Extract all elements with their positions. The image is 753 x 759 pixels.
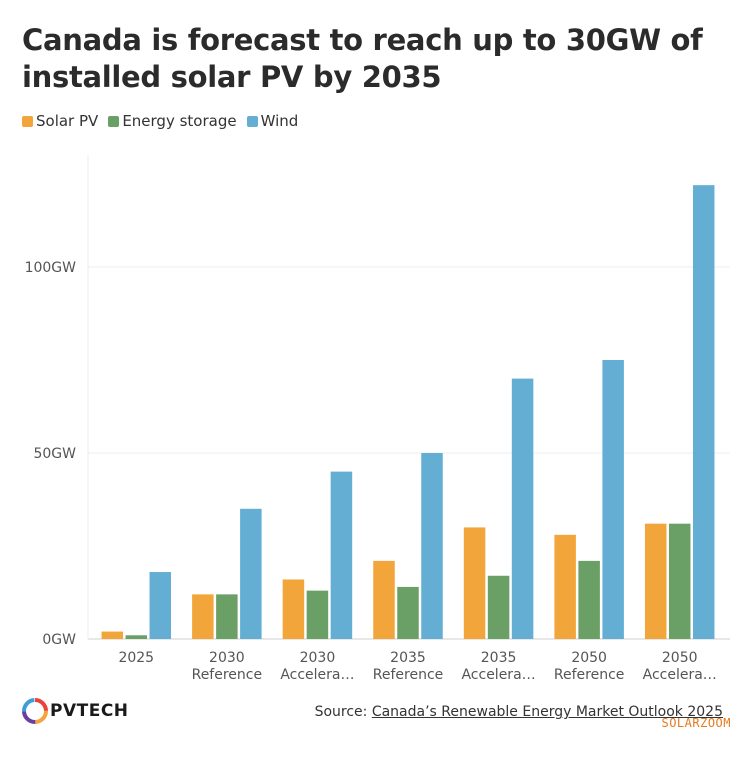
bar-energy-storage bbox=[306, 590, 329, 639]
legend: Solar PV Energy storage Wind bbox=[22, 112, 298, 130]
bar-solar-pv bbox=[192, 594, 214, 639]
x-tick-label: Accelera… bbox=[461, 667, 535, 683]
x-tick-label: Accelera… bbox=[643, 667, 717, 683]
y-tick-label: 50GW bbox=[33, 446, 76, 462]
x-tick-label: 2030 bbox=[300, 650, 336, 666]
legend-swatch-wind bbox=[246, 115, 258, 127]
x-tick-label: 2030 bbox=[209, 650, 245, 666]
bar-solar-pv bbox=[554, 534, 576, 639]
x-tick-label: Reference bbox=[373, 667, 444, 683]
legend-item-energy-storage[interactable]: Energy storage bbox=[108, 112, 237, 130]
bar-wind bbox=[692, 185, 715, 639]
bar-wind bbox=[240, 508, 262, 639]
bar-solar-pv bbox=[373, 560, 395, 639]
legend-item-solar-pv[interactable]: Solar PV bbox=[22, 112, 98, 130]
bar-wind bbox=[149, 572, 172, 639]
x-tick-label: 2025 bbox=[118, 650, 154, 666]
bar-energy-storage bbox=[125, 635, 148, 639]
source-prefix: Source: bbox=[314, 704, 372, 720]
watermark: SOLARZOOM bbox=[661, 716, 731, 730]
bar-energy-storage bbox=[216, 594, 238, 639]
pvtech-logo[interactable]: PVTECH bbox=[22, 698, 129, 724]
pvtech-logo-text: PVTECH bbox=[50, 701, 129, 721]
bar-energy-storage bbox=[668, 523, 691, 639]
bar-wind bbox=[421, 453, 443, 639]
y-tick-label: 100GW bbox=[25, 260, 77, 276]
bar-energy-storage bbox=[397, 586, 419, 639]
legend-label-solar-pv: Solar PV bbox=[36, 112, 99, 130]
legend-swatch-energy-storage bbox=[108, 115, 120, 127]
bar-energy-storage bbox=[487, 575, 510, 639]
x-tick-label: Accelera… bbox=[280, 667, 354, 683]
source-note: Source: Canada’s Renewable Energy Market… bbox=[315, 704, 723, 720]
x-tick-label: 2035 bbox=[481, 650, 517, 666]
bar-energy-storage bbox=[578, 560, 600, 639]
x-tick-label: 2050 bbox=[571, 650, 607, 666]
legend-swatch-solar-pv bbox=[22, 115, 33, 127]
chart-title: Canada is forecast to reach up to 30GW o… bbox=[22, 23, 703, 94]
source-link[interactable]: Canada’s Renewable Energy Market Outlook… bbox=[371, 704, 723, 720]
bar-wind bbox=[330, 471, 353, 639]
legend-label-energy-storage: Energy storage bbox=[122, 112, 237, 130]
x-tick-label: 2035 bbox=[390, 650, 426, 666]
bar-solar-pv bbox=[282, 579, 305, 639]
bar-solar-pv bbox=[644, 523, 667, 639]
bar-solar-pv bbox=[463, 527, 486, 639]
x-tick-label: Reference bbox=[554, 667, 625, 683]
x-tick-label: 2050 bbox=[662, 650, 698, 666]
bar-wind bbox=[511, 378, 534, 639]
legend-item-wind[interactable]: Wind bbox=[246, 112, 299, 130]
x-tick-label: Reference bbox=[192, 667, 263, 683]
pvtech-logo-icon bbox=[22, 698, 48, 724]
bar-solar-pv bbox=[101, 631, 124, 639]
bar-wind bbox=[602, 360, 624, 639]
legend-label-wind: Wind bbox=[260, 112, 299, 130]
y-tick-label: 0GW bbox=[42, 632, 76, 648]
